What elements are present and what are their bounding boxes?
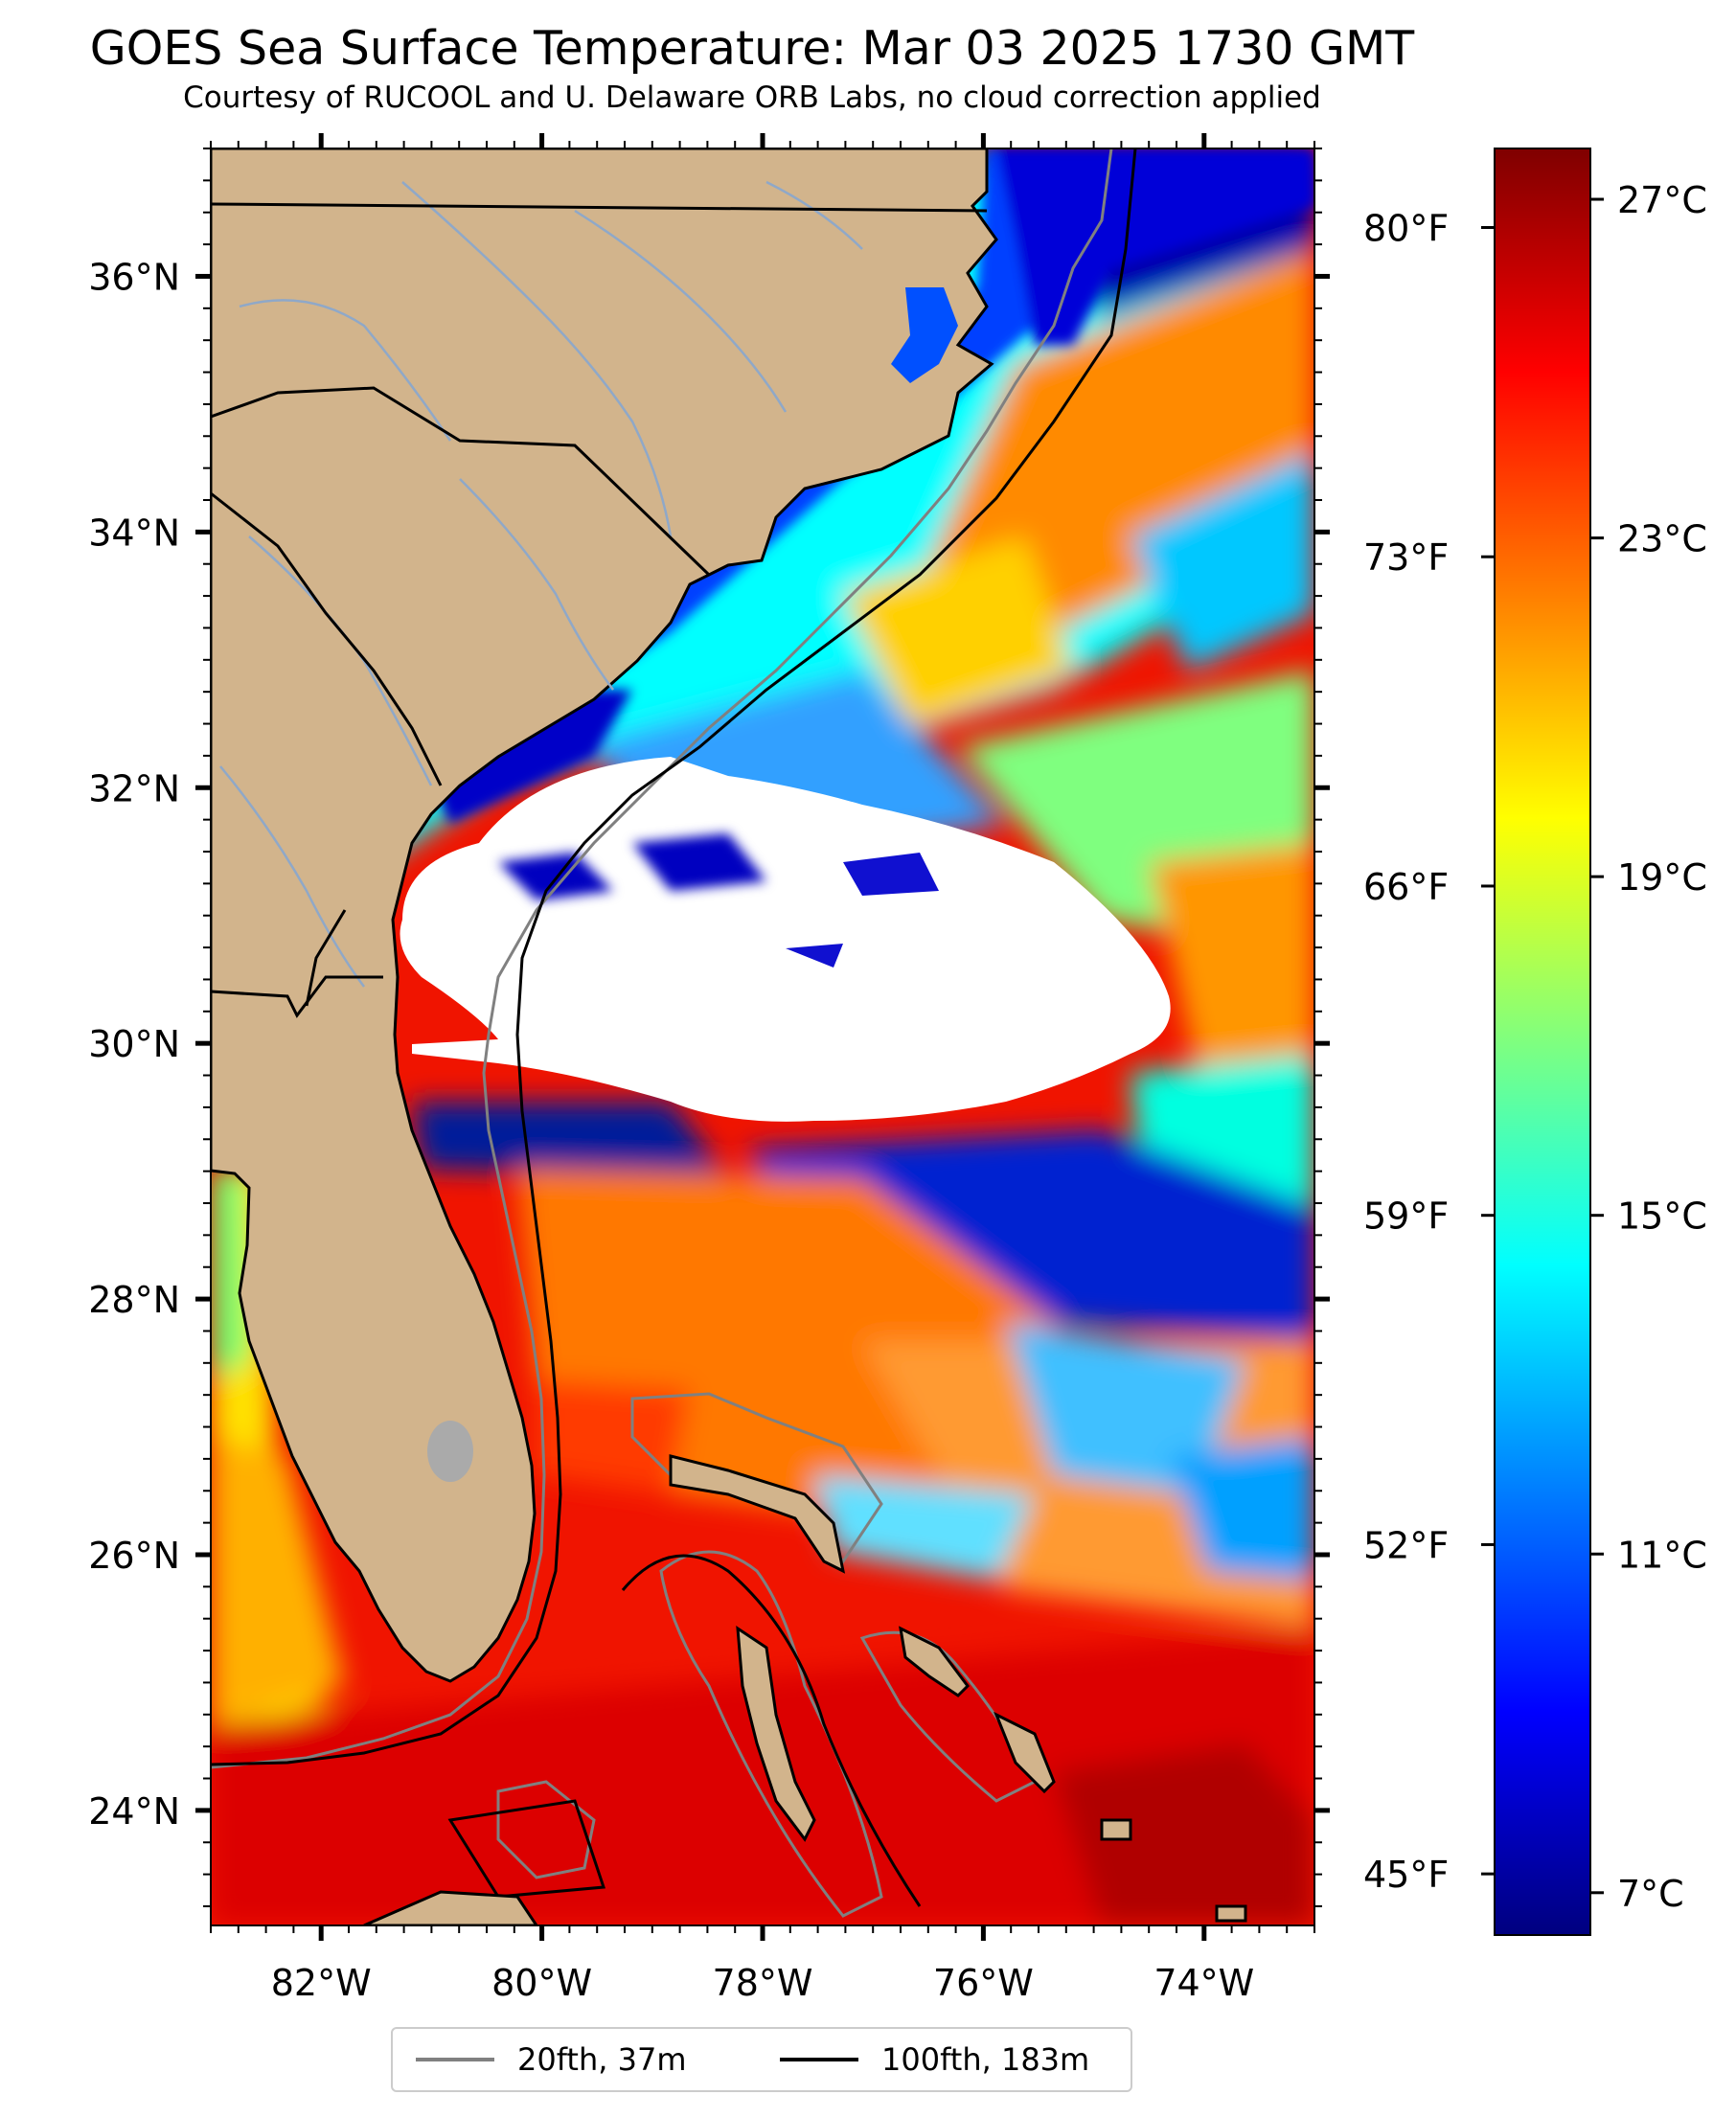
lat-tick-label: 34°N — [88, 512, 180, 554]
pamlico-sound — [891, 287, 958, 383]
lat-tick-label: 28°N — [88, 1279, 180, 1321]
celsius-tick-label: 27°C — [1617, 179, 1707, 221]
legend-label-100fth: 100fth, 183m — [881, 2041, 1090, 2078]
lat-tick-label: 26°N — [88, 1535, 180, 1577]
celsius-tick-label: 11°C — [1617, 1534, 1707, 1576]
longitude-axis: 82°W 80°W 78°W 76°W 74°W — [210, 133, 1315, 2004]
legend-item-20fth: 20fth, 37m — [416, 2029, 686, 2090]
colorbar-celsius-axis: 27°C 23°C 19°C 15°C 11°C 7°C — [1590, 179, 1707, 1915]
state-borders — [211, 202, 988, 1018]
legend-swatch-100fth — [780, 2058, 858, 2061]
colorbar — [1494, 148, 1591, 1936]
legend-item-100fth: 100fth, 183m — [780, 2029, 1089, 2090]
colorbar-fahrenheit-axis: 80°F 73°F 66°F 59°F 52°F 45°F — [1363, 207, 1495, 1896]
bahamas-islands — [669, 1454, 1247, 1923]
celsius-tick-label: 7°C — [1617, 1873, 1684, 1915]
map-subtitle: Courtesy of RUCOOL and U. Delaware ORB L… — [183, 80, 1321, 115]
latitude-axis: 36°N 34°N 32°N 30°N 28°N 26°N 24°N — [88, 148, 1330, 1907]
map-area — [211, 148, 1314, 1925]
celsius-tick-label: 15°C — [1617, 1196, 1707, 1238]
bahamas-deep-contour — [447, 1554, 922, 1907]
land-us-southeast — [211, 148, 998, 1683]
lon-tick-label: 80°W — [491, 1962, 592, 2004]
fahrenheit-tick-label: 80°F — [1363, 207, 1449, 249]
celsius-tick-label: 19°C — [1617, 856, 1707, 899]
cuba-landmass — [363, 1890, 538, 1925]
cloud-mask — [400, 757, 1171, 1122]
contour-100fth — [211, 148, 1137, 1766]
lat-tick-label: 30°N — [88, 1023, 180, 1065]
contour-legend: 20fth, 37m 100fth, 183m — [391, 2027, 1132, 2092]
legend-swatch-20fth — [416, 2058, 494, 2061]
lon-tick-label: 74°W — [1154, 1962, 1254, 2004]
lon-tick-label: 76°W — [933, 1962, 1034, 2004]
lon-tick-label: 78°W — [713, 1962, 813, 2004]
fahrenheit-tick-label: 45°F — [1363, 1854, 1449, 1896]
map-title: GOES Sea Surface Temperature: Mar 03 202… — [89, 21, 1415, 76]
lake-okeechobee — [427, 1421, 473, 1482]
rivers — [219, 180, 863, 988]
lat-tick-label: 24°N — [88, 1790, 180, 1833]
fahrenheit-tick-label: 73°F — [1363, 536, 1449, 579]
legend-label-20fth: 20fth, 37m — [517, 2041, 687, 2078]
fahrenheit-tick-label: 52°F — [1363, 1524, 1449, 1566]
celsius-tick-label: 23°C — [1617, 518, 1707, 560]
lat-tick-label: 36°N — [88, 256, 180, 298]
fahrenheit-tick-label: 66°F — [1363, 866, 1449, 908]
lat-tick-label: 32°N — [88, 767, 180, 809]
contour-20fth — [211, 148, 1113, 1769]
bahamas-banks — [496, 1392, 1038, 1918]
fahrenheit-tick-label: 59°F — [1363, 1196, 1449, 1238]
lon-tick-label: 82°W — [271, 1962, 372, 2004]
